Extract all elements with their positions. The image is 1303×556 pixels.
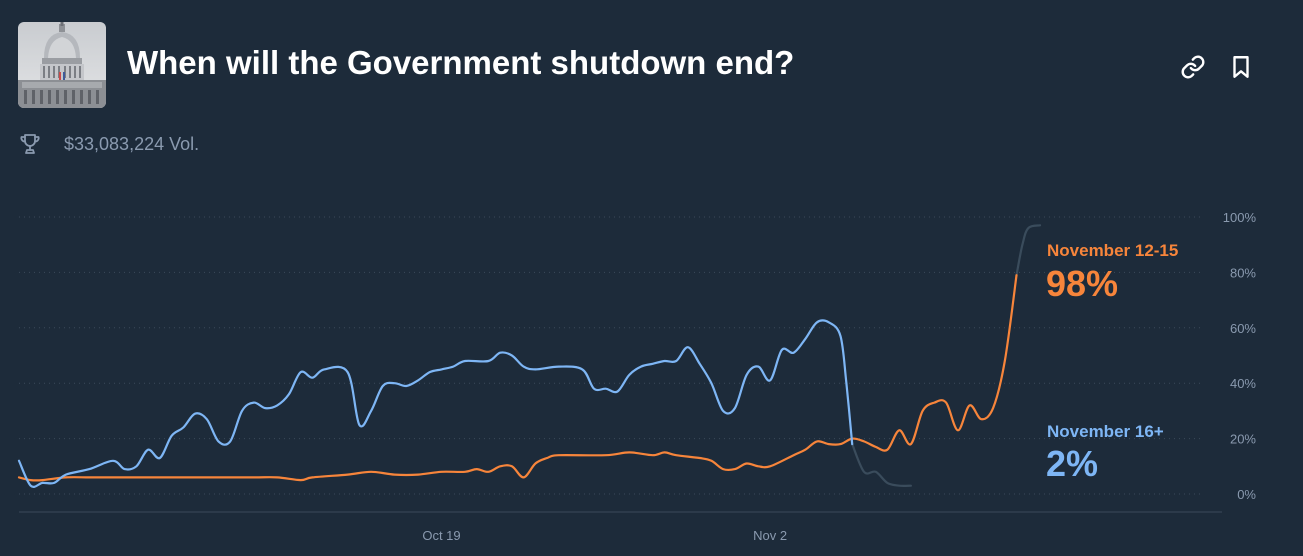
series-line-november-16-plus-tail [851, 443, 912, 488]
link-button[interactable] [1180, 54, 1206, 80]
series-value-november-12-15: 98% [1046, 263, 1118, 304]
y-tick-label: 20% [1230, 432, 1256, 447]
series-line-november-12-15-tail [1015, 224, 1042, 277]
y-tick-label: 40% [1230, 376, 1256, 391]
market-title: When will the Government shutdown end? [127, 44, 795, 81]
x-tick-label: Nov 2 [753, 528, 787, 543]
link-icon [1181, 55, 1205, 79]
series-line-november-12-15[interactable] [17, 274, 1018, 482]
volume-text: $33,083,224 Vol. [64, 133, 200, 154]
market-thumbnail [18, 22, 106, 108]
trophy-icon [20, 134, 40, 154]
capitol-building-icon [18, 22, 106, 108]
y-tick-label: 80% [1230, 265, 1256, 280]
bookmark-button[interactable] [1228, 54, 1254, 80]
series-label-november-12-15: November 12-15 [1047, 241, 1178, 260]
series-label-november-16-plus: November 16+ [1047, 422, 1164, 441]
y-tick-label: 60% [1230, 321, 1256, 336]
y-tick-label: 100% [1223, 210, 1257, 225]
y-tick-label: 0% [1237, 487, 1256, 502]
volume-row: $33,083,224 Vol. [18, 132, 199, 156]
x-tick-label: Oct 19 [422, 528, 460, 543]
series-value-november-16-plus: 2% [1046, 443, 1098, 484]
bookmark-icon [1233, 56, 1249, 78]
series-line-november-16-plus[interactable] [17, 319, 854, 488]
